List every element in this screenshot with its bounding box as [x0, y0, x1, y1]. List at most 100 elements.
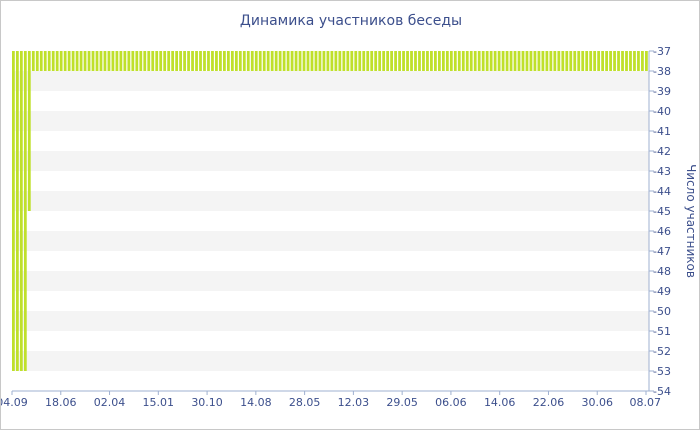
bar — [342, 51, 346, 71]
bar — [175, 51, 179, 71]
bar — [39, 51, 43, 71]
bar — [422, 51, 425, 71]
bar — [338, 51, 342, 71]
bar — [390, 51, 393, 71]
bar — [135, 51, 139, 71]
y-tick-label: -38 — [653, 65, 671, 78]
x-tick-label: 22.06 — [533, 396, 565, 409]
bar — [410, 51, 413, 71]
bar — [79, 51, 83, 71]
bar — [585, 51, 589, 71]
bar — [95, 51, 99, 71]
bar — [83, 51, 87, 71]
grid-band — [12, 171, 649, 191]
bar — [223, 51, 226, 71]
bar — [298, 51, 302, 71]
y-tick-label: -54 — [653, 385, 671, 398]
bar — [605, 51, 608, 71]
bar — [318, 51, 322, 71]
bar — [103, 51, 107, 71]
bar — [254, 51, 258, 71]
bar — [545, 51, 549, 71]
bar — [525, 51, 529, 71]
grid-band — [12, 371, 649, 391]
bar — [91, 51, 95, 71]
x-tick-label: 12.03 — [338, 396, 370, 409]
bar — [505, 51, 509, 71]
bar — [541, 51, 545, 71]
bar — [310, 51, 314, 71]
bar — [23, 51, 27, 371]
bar — [139, 51, 143, 71]
x-tick-label: 30.06 — [581, 396, 613, 409]
x-tick-label: 18.06 — [45, 396, 77, 409]
bar — [111, 51, 115, 71]
y-tick-label: -51 — [653, 325, 671, 338]
bar — [266, 51, 270, 71]
grid-band — [12, 91, 649, 111]
bar — [629, 51, 632, 71]
bar — [171, 51, 175, 71]
bar — [31, 51, 35, 71]
bar — [302, 51, 306, 71]
bar — [414, 51, 417, 71]
bar — [330, 51, 334, 71]
x-tick-label: 02.04 — [94, 396, 126, 409]
bar — [521, 51, 525, 71]
bar — [406, 51, 409, 71]
x-tick-labels: 04.09 18.06 02.04 15.01 30.10 14.08 28.05 12.03… — [1, 391, 661, 409]
bar — [250, 51, 254, 71]
y-tick-label: -37 — [653, 45, 671, 58]
bar — [378, 51, 382, 71]
bar — [12, 51, 15, 371]
x-tick-label: 14.06 — [484, 396, 516, 409]
bar — [497, 51, 501, 71]
bar — [366, 51, 370, 71]
bar — [346, 51, 350, 71]
bar — [55, 51, 59, 71]
bar — [19, 51, 23, 371]
bar — [123, 51, 127, 71]
x-tick-label: 29.05 — [386, 396, 418, 409]
bar — [557, 51, 561, 71]
y-tick-label: -42 — [653, 145, 671, 158]
y-tick-label: -46 — [653, 225, 671, 238]
bar — [167, 51, 171, 71]
grid-band — [12, 111, 649, 131]
bar — [179, 51, 182, 71]
x-tick-label: 30.10 — [191, 396, 223, 409]
bar — [199, 51, 202, 71]
bars — [12, 51, 648, 371]
bar — [593, 51, 597, 71]
bar — [87, 51, 91, 71]
bar — [621, 51, 624, 71]
bar — [565, 51, 569, 71]
grid-band — [12, 231, 649, 251]
bar — [617, 51, 620, 71]
bar — [326, 51, 330, 71]
bar — [155, 51, 159, 71]
bar — [75, 51, 79, 71]
bar — [63, 51, 67, 71]
bar — [51, 51, 55, 71]
bar — [441, 51, 445, 71]
bar — [394, 51, 397, 71]
bar — [609, 51, 612, 71]
bar — [234, 51, 238, 71]
bar — [402, 51, 405, 71]
x-tick-label: 15.01 — [143, 396, 175, 409]
bar — [457, 51, 461, 71]
bar — [529, 51, 533, 71]
bar — [219, 51, 222, 71]
grid-band — [12, 311, 649, 331]
bar — [453, 51, 457, 71]
bar — [589, 51, 593, 71]
bar — [35, 51, 39, 71]
bar — [274, 51, 278, 71]
bar — [115, 51, 119, 71]
bar — [461, 51, 465, 71]
x-tick-label: 04.09 — [1, 396, 28, 409]
bar — [147, 51, 151, 71]
grid-band — [12, 291, 649, 311]
